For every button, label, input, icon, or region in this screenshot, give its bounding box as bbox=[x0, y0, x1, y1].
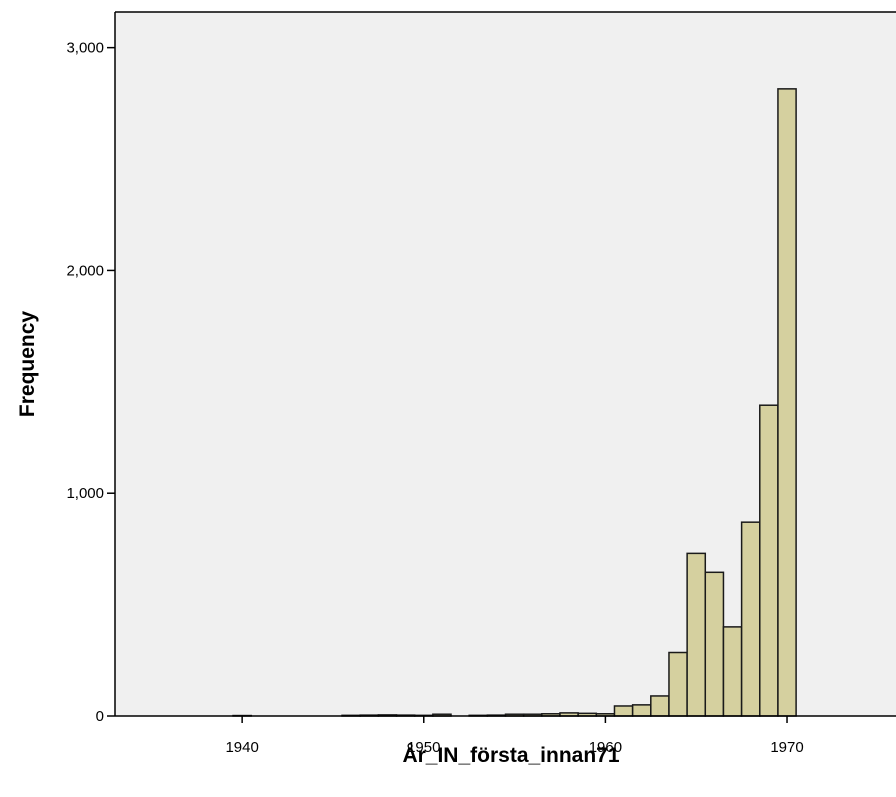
x-tick-label: 1970 bbox=[770, 739, 803, 756]
histogram-bar bbox=[686, 552, 707, 717]
x-tick-label: 1940 bbox=[225, 739, 258, 756]
x-tick-label: 1950 bbox=[407, 739, 440, 756]
y-tick-label: 0 bbox=[96, 708, 104, 725]
histogram-bar bbox=[613, 705, 634, 717]
y-tick-label: 1,000 bbox=[66, 485, 104, 502]
y-axis-title: Frequency bbox=[16, 311, 39, 418]
histogram-bar bbox=[777, 88, 797, 717]
histogram-bar bbox=[631, 704, 652, 717]
x-tick-label: 1960 bbox=[589, 739, 622, 756]
y-tick-label: 3,000 bbox=[66, 40, 104, 57]
bars-group bbox=[232, 88, 797, 717]
x-axis-title: År_IN_första_innan71 bbox=[402, 743, 619, 767]
histogram-bar bbox=[722, 626, 743, 717]
axes-group bbox=[114, 11, 896, 717]
histogram-bar bbox=[704, 571, 725, 717]
ticks-group: 0 1,000 2,000 3,000 1940 1950 1960 1970 bbox=[66, 40, 803, 756]
y-tick-label: 2,000 bbox=[66, 262, 104, 279]
histogram-bar bbox=[759, 404, 779, 717]
histogram-bar bbox=[740, 521, 761, 717]
histogram-bar bbox=[668, 651, 688, 717]
histogram-bar bbox=[650, 695, 670, 717]
